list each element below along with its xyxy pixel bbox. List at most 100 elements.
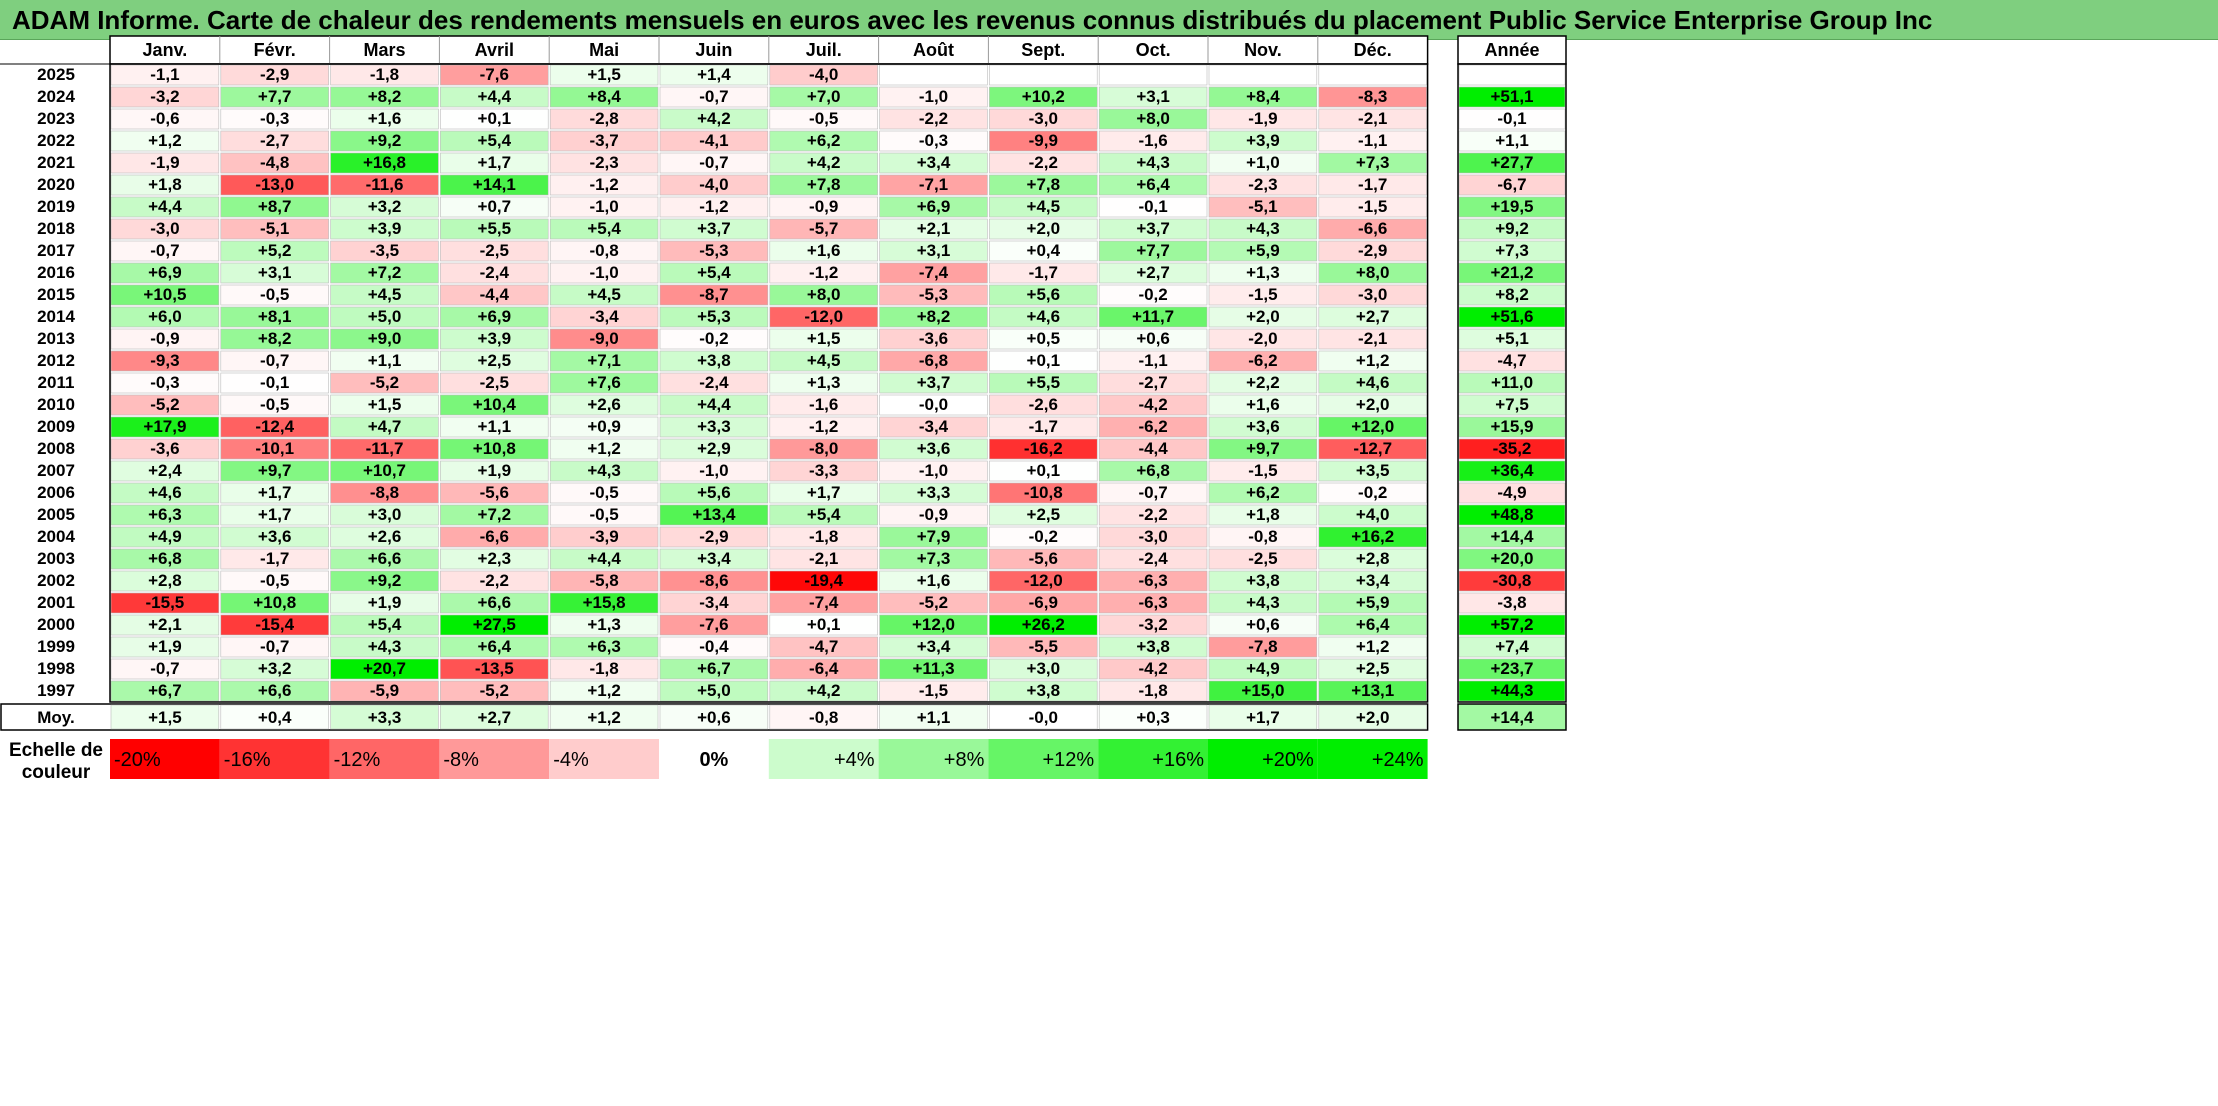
scale-swatch	[988, 739, 1099, 779]
heatmap-cell	[989, 658, 1098, 680]
cell-value: -1,8	[809, 527, 838, 546]
heatmap-cell	[440, 680, 549, 702]
cell-value: +3,6	[917, 439, 951, 458]
average-value: +1,7	[1246, 708, 1280, 727]
heatmap-cell	[549, 218, 659, 240]
heatmap-cell	[659, 284, 769, 306]
heatmap-cell	[1098, 130, 1208, 152]
heatmap-cell	[989, 636, 1098, 658]
heatmap-cell	[879, 438, 988, 460]
average-value: +0,3	[1136, 708, 1170, 727]
year-total-value: +21,2	[1490, 263, 1533, 282]
year-total-header-frame	[1457, 35, 1567, 65]
row-year-label: 2000	[37, 615, 75, 634]
year-total-value: +57,2	[1490, 615, 1533, 634]
heatmap-cell	[989, 394, 1098, 416]
average-cell	[1208, 704, 1318, 730]
row-year-label: 2020	[37, 175, 75, 194]
cell-value: +6,6	[368, 549, 402, 568]
year-total-value: -35,2	[1493, 439, 1532, 458]
heatmap-cell	[659, 372, 769, 394]
cell-value: -8,7	[699, 285, 728, 304]
heatmap-cell	[659, 636, 769, 658]
heatmap-cell	[769, 174, 878, 196]
cell-value: -12,4	[255, 417, 294, 436]
cell-value: +2,0	[1246, 307, 1280, 326]
heatmap-cell	[440, 130, 549, 152]
cell-value: +1,6	[1246, 395, 1280, 414]
cell-value: -3,9	[589, 527, 618, 546]
year-total-value: +19,5	[1490, 197, 1533, 216]
cell-value: -1,7	[1358, 175, 1387, 194]
average-cell	[659, 704, 769, 730]
heatmap-cell	[1098, 636, 1208, 658]
heatmap-cell	[220, 152, 329, 174]
heatmap-cell	[1208, 64, 1318, 86]
cell-value: +1,7	[258, 505, 292, 524]
cell-value: +6,4	[1356, 615, 1390, 634]
heatmap-cell	[220, 614, 329, 636]
cell-value: -2,2	[1029, 153, 1058, 172]
cell-value: +6,6	[478, 593, 512, 612]
cell-value: +2,0	[1027, 219, 1061, 238]
heatmap-cell	[1208, 328, 1318, 350]
row-year-label: 2003	[37, 549, 75, 568]
heatmap-cell	[330, 504, 439, 526]
month-header: Oct.	[1136, 40, 1171, 60]
heatmap-cell	[549, 240, 659, 262]
heatmap-cell	[440, 284, 549, 306]
heatmap-cell	[330, 306, 439, 328]
heatmap-cell	[440, 372, 549, 394]
heatmap-cell	[330, 218, 439, 240]
heatmap-cell	[989, 570, 1098, 592]
heatmap-cell	[1098, 526, 1208, 548]
heatmap-cell	[659, 86, 769, 108]
cell-value: -3,4	[699, 593, 729, 612]
heatmap-cell	[1098, 108, 1208, 130]
heatmap-cell	[1318, 174, 1427, 196]
heatmap-cell	[659, 152, 769, 174]
cell-value: -2,9	[1358, 241, 1387, 260]
heatmap-cell	[220, 438, 329, 460]
cell-value: +3,4	[917, 637, 951, 656]
heatmap-cell	[879, 108, 988, 130]
heatmap-cell	[549, 306, 659, 328]
cell-value: +2,5	[478, 351, 512, 370]
cell-value: +2,0	[1356, 395, 1390, 414]
average-value: +0,6	[697, 708, 731, 727]
heatmap-cell	[1208, 482, 1318, 504]
heatmap-cell	[1098, 438, 1208, 460]
cell-value: -1,2	[809, 417, 838, 436]
cell-value: +10,8	[253, 593, 296, 612]
heatmap-cell	[879, 614, 988, 636]
heatmap-cell	[220, 108, 329, 130]
scale-swatch	[329, 739, 440, 779]
heatmap-cell	[549, 284, 659, 306]
heatmap-cell	[659, 350, 769, 372]
cell-value: -1,7	[260, 549, 289, 568]
year-total-value: +1,1	[1495, 131, 1529, 150]
year-total-cell	[1458, 64, 1566, 86]
cell-value: +6,7	[697, 659, 731, 678]
heatmap-cell	[989, 306, 1098, 328]
cell-value: +6,4	[1136, 175, 1170, 194]
cell-value: +1,1	[478, 417, 512, 436]
average-value: +3,3	[368, 708, 402, 727]
heatmap-cell	[1318, 218, 1427, 240]
average-total-cell	[1457, 703, 1567, 731]
heatmap-cell	[549, 174, 659, 196]
cell-value: +1,2	[1356, 637, 1390, 656]
cell-value: -1,1	[1358, 131, 1387, 150]
cell-value: +3,6	[258, 527, 292, 546]
cell-value: -6,2	[1138, 417, 1167, 436]
heatmap-cell	[1208, 350, 1318, 372]
cell-value: -5,2	[370, 373, 399, 392]
heatmap-cell	[330, 174, 439, 196]
year-total-value: +7,3	[1495, 241, 1529, 260]
cell-value: +5,5	[1027, 373, 1061, 392]
cell-value: -0,8	[1248, 527, 1277, 546]
cell-value: +8,2	[368, 87, 402, 106]
heatmap-cell	[1098, 350, 1208, 372]
heatmap-cell	[989, 372, 1098, 394]
cell-value: +5,4	[368, 615, 402, 634]
